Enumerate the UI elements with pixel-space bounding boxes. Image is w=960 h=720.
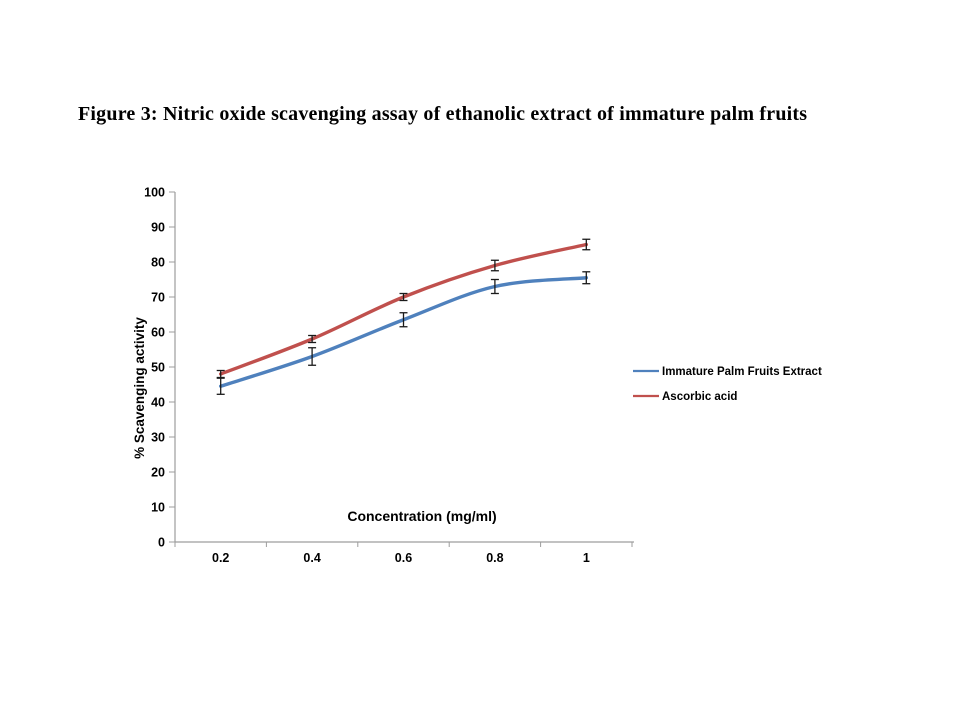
y-tick-label: 50	[151, 361, 165, 375]
x-tick-label: 1	[583, 551, 590, 565]
y-tick-label: 60	[151, 326, 165, 340]
y-tick-label: 20	[151, 466, 165, 480]
y-tick-label: 30	[151, 431, 165, 445]
y-tick-label: 80	[151, 256, 165, 270]
series-line-1	[219, 242, 588, 376]
legend-label: Ascorbic acid	[662, 391, 737, 403]
y-tick-label: 10	[151, 501, 165, 515]
y-tick-label: 100	[144, 186, 165, 200]
x-tick-label: 0.2	[212, 551, 229, 565]
y-tick-label: 70	[151, 291, 165, 305]
y-axis-title: % Scavenging activity	[132, 317, 147, 459]
x-axis-title: Concentration (mg/ml)	[347, 508, 496, 524]
y-tick-label: 0	[158, 536, 165, 550]
x-tick-label: 0.4	[303, 551, 320, 565]
x-tick-label: 0.8	[486, 551, 503, 565]
y-tick-label: 90	[151, 221, 165, 235]
legend-label: Immature Palm Fruits Extract	[662, 366, 822, 378]
x-tick-label: 0.6	[395, 551, 412, 565]
figure-caption: Figure 3: Nitric oxide scavenging assay …	[78, 103, 808, 125]
y-tick-label: 40	[151, 396, 165, 410]
